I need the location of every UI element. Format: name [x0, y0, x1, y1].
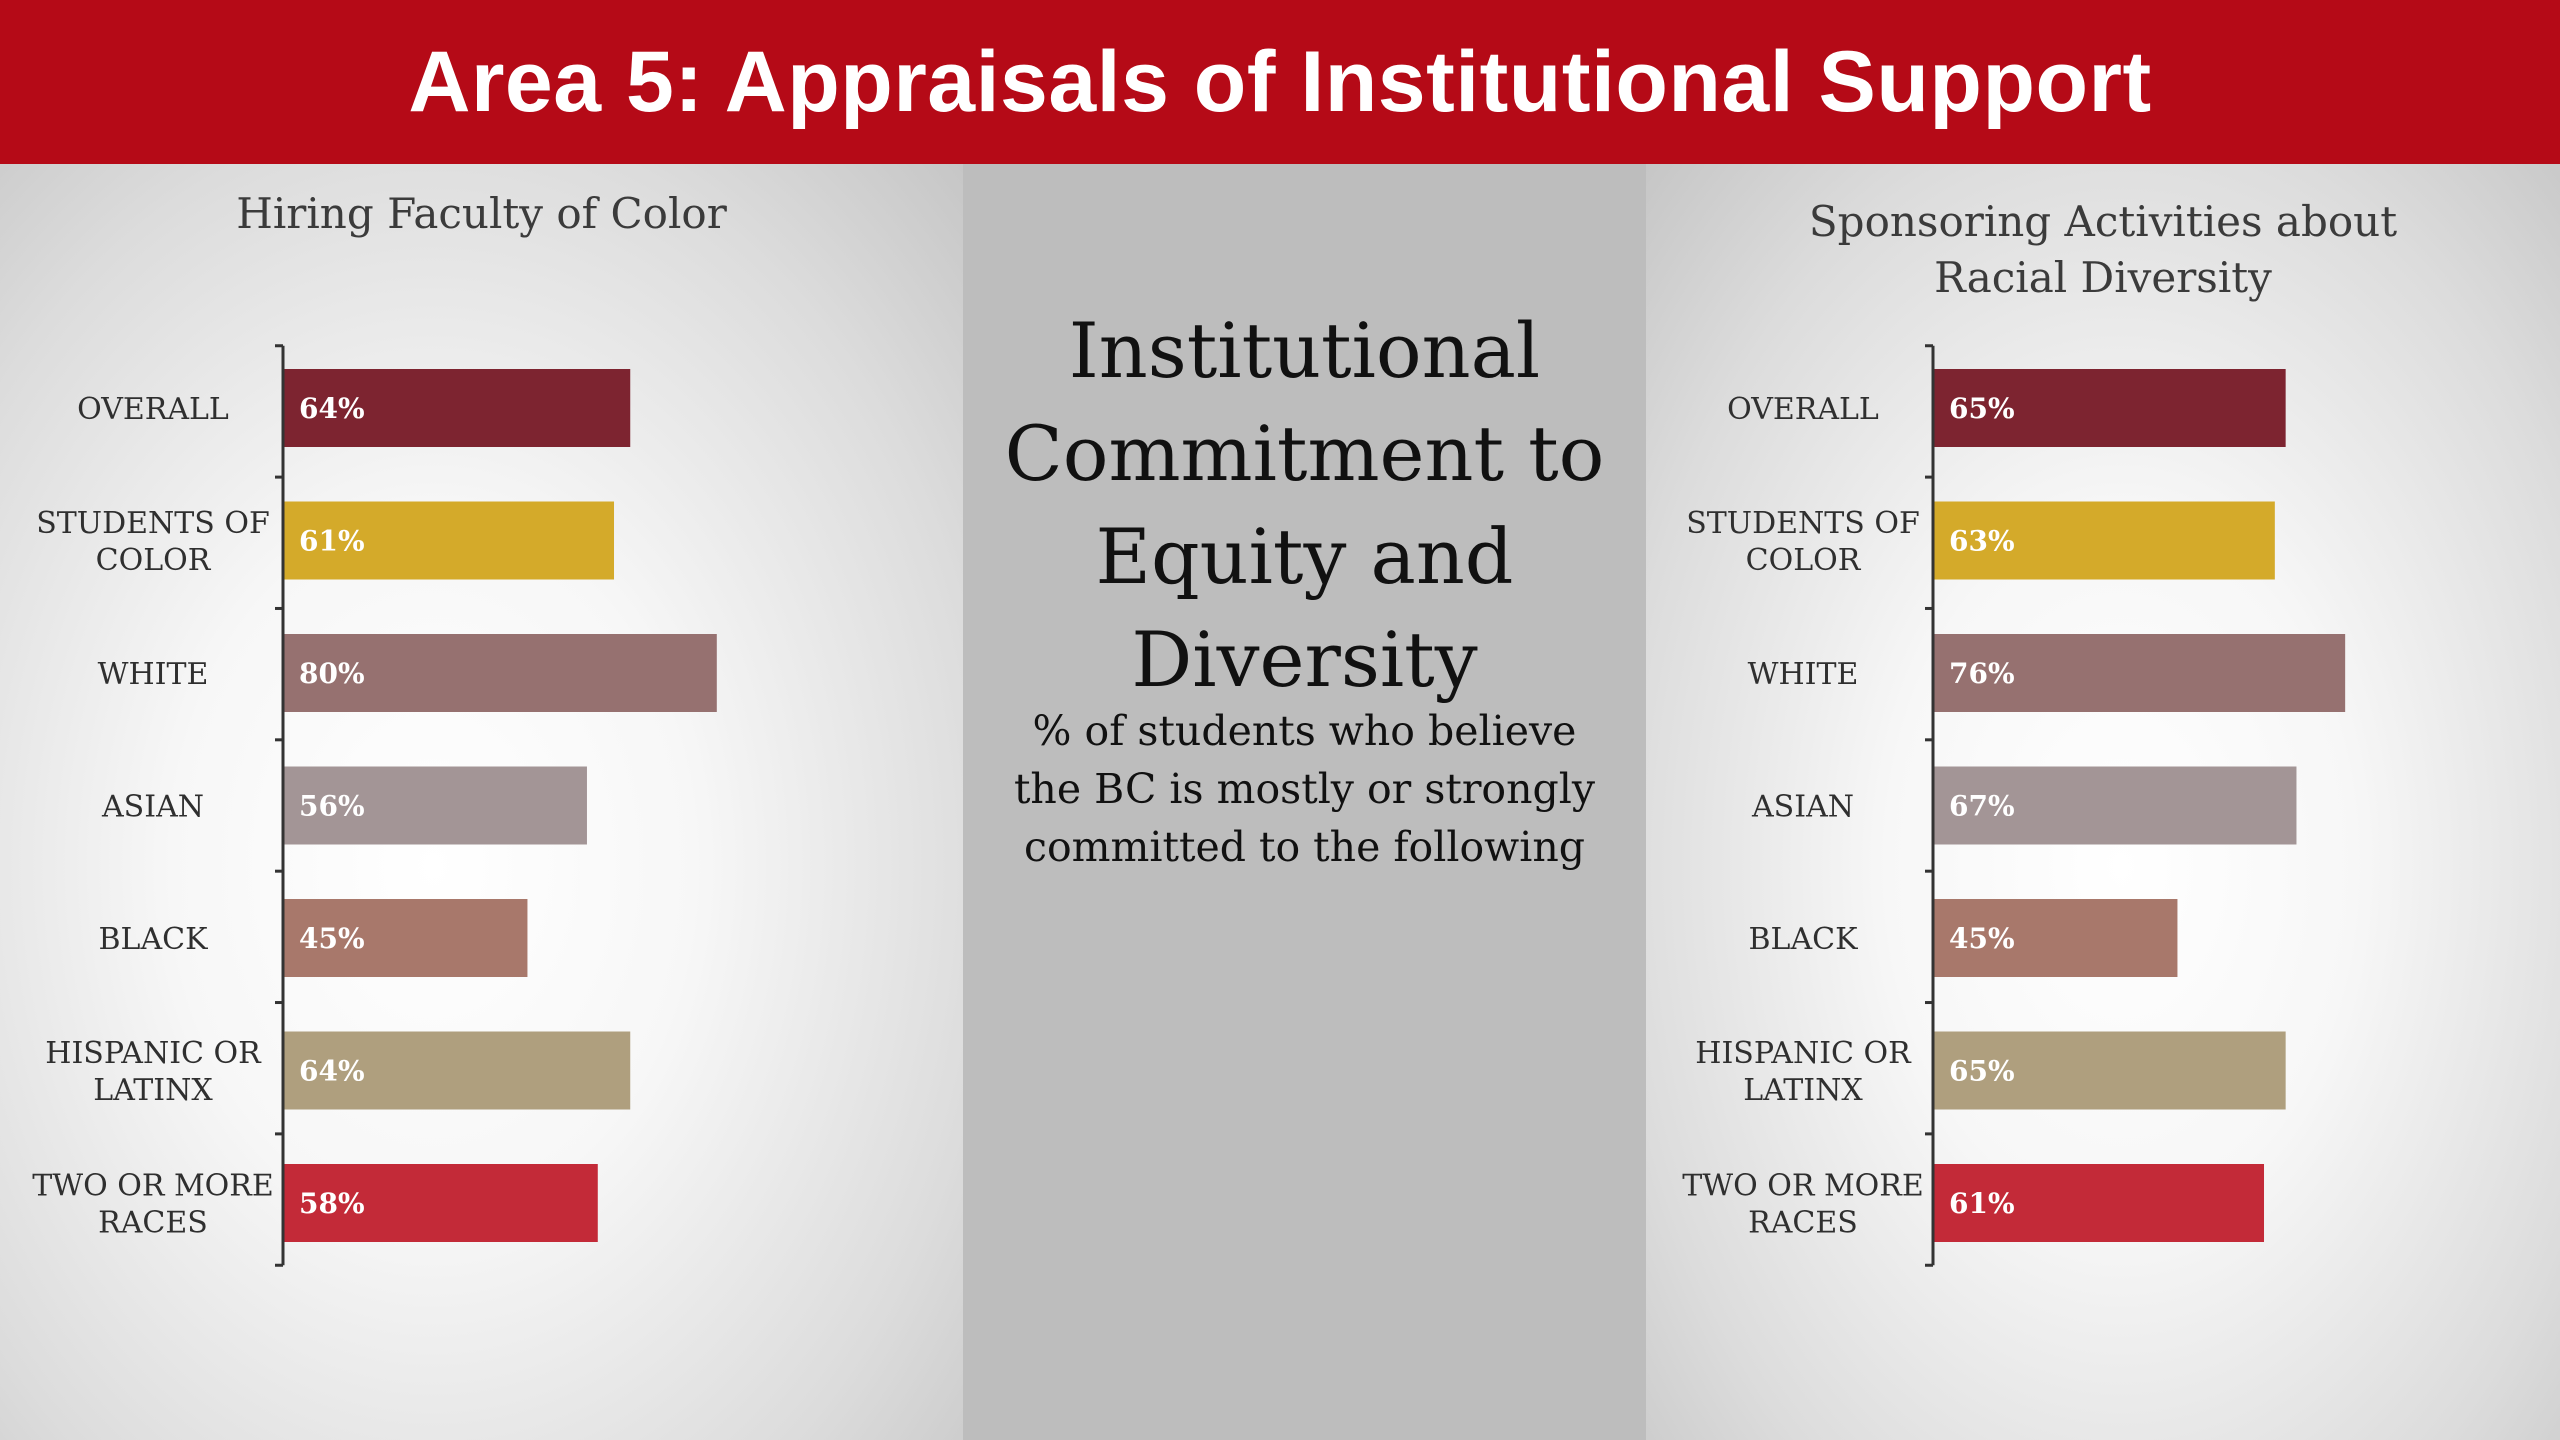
- category-label: STUDENTS OF: [1686, 506, 1920, 541]
- category-label: LATINX: [93, 1073, 213, 1108]
- center-panel: Institutional Commitment to Equity and D…: [963, 164, 1646, 1440]
- category-label: WHITE: [98, 657, 209, 692]
- bar-value-label: 58%: [299, 1187, 365, 1220]
- page-title: Area 5: Appraisals of Institutional Supp…: [408, 33, 2152, 130]
- center-subtitle-line: the BC is mostly or strongly: [1013, 765, 1596, 813]
- bar: [284, 501, 615, 580]
- bar: [1934, 501, 2275, 580]
- category-label: OVERALL: [77, 392, 229, 427]
- category-label: HISPANIC OR: [1695, 1036, 1912, 1071]
- bar-value-label: 80%: [299, 657, 365, 690]
- category-label: STUDENTS OF: [36, 506, 270, 541]
- bar-value-label: 76%: [1949, 657, 2015, 690]
- right-chart-title-line: Racial Diversity: [1934, 253, 2272, 302]
- center-subtitle-line: committed to the following: [1023, 823, 1585, 871]
- bar: [1934, 634, 2346, 712]
- bar-value-label: 64%: [299, 1055, 365, 1088]
- category-label: COLOR: [1746, 543, 1862, 578]
- category-label: TWO OR MORE: [32, 1169, 274, 1204]
- category-label: RACES: [98, 1206, 208, 1241]
- bar: [1934, 1031, 2286, 1110]
- category-label: WHITE: [1748, 657, 1859, 692]
- category-label: COLOR: [96, 543, 212, 578]
- bar-value-label: 56%: [299, 790, 365, 823]
- bar-value-label: 65%: [1949, 392, 2015, 425]
- bar: [1934, 766, 2297, 845]
- header-bar: Area 5: Appraisals of Institutional Supp…: [0, 0, 2560, 164]
- bar-value-label: 45%: [299, 922, 365, 955]
- left-chart-title: Hiring Faculty of Color: [0, 186, 963, 242]
- left-chart-panel: Hiring Faculty of Color 64% OVERALL 61% STU…: [0, 164, 963, 1440]
- bar-value-label: 67%: [1949, 790, 2015, 823]
- right-chart-title-line: Sponsoring Activities about: [1808, 197, 2398, 246]
- bar: [284, 766, 587, 845]
- bar: [284, 369, 631, 447]
- center-heading: Institutional Commitment to Equity and D…: [963, 299, 1646, 711]
- bar: [284, 1031, 631, 1110]
- category-label: ASIAN: [101, 790, 204, 825]
- bar-value-label: 45%: [1949, 922, 2015, 955]
- center-heading-line: Institutional: [1068, 306, 1541, 395]
- bar-value-label: 61%: [299, 525, 365, 558]
- category-label: HISPANIC OR: [45, 1036, 262, 1071]
- bar: [1934, 369, 2286, 447]
- category-label: BLACK: [1749, 922, 1859, 957]
- category-label: OVERALL: [1727, 392, 1879, 427]
- right-chart-panel: Sponsoring Activities about Racial Diver…: [1646, 164, 2560, 1440]
- center-subtitle-line: % of students who believe: [1032, 707, 1577, 755]
- center-heading-line: Commitment to: [1004, 409, 1605, 498]
- right-chart-title: Sponsoring Activities about Racial Diver…: [1646, 194, 2560, 306]
- center-heading-line: Diversity: [1131, 615, 1478, 704]
- left-chart-title-line: Hiring Faculty of Color: [236, 189, 727, 238]
- category-label: ASIAN: [1751, 790, 1854, 825]
- category-label: BLACK: [99, 922, 209, 957]
- category-label: LATINX: [1743, 1073, 1863, 1108]
- bar: [1934, 1164, 2265, 1242]
- bar-value-label: 65%: [1949, 1055, 2015, 1088]
- category-label: TWO OR MORE: [1682, 1169, 1924, 1204]
- category-label: RACES: [1748, 1206, 1858, 1241]
- bar-value-label: 61%: [1949, 1187, 2015, 1220]
- bar-value-label: 63%: [1949, 525, 2015, 558]
- bar: [284, 1164, 598, 1242]
- bar: [284, 899, 528, 977]
- center-subtitle: % of students who believe the BC is most…: [963, 702, 1646, 876]
- bar-value-label: 64%: [299, 392, 365, 425]
- bar: [284, 634, 717, 712]
- bar: [1934, 899, 2178, 977]
- center-heading-line: Equity and: [1095, 512, 1514, 601]
